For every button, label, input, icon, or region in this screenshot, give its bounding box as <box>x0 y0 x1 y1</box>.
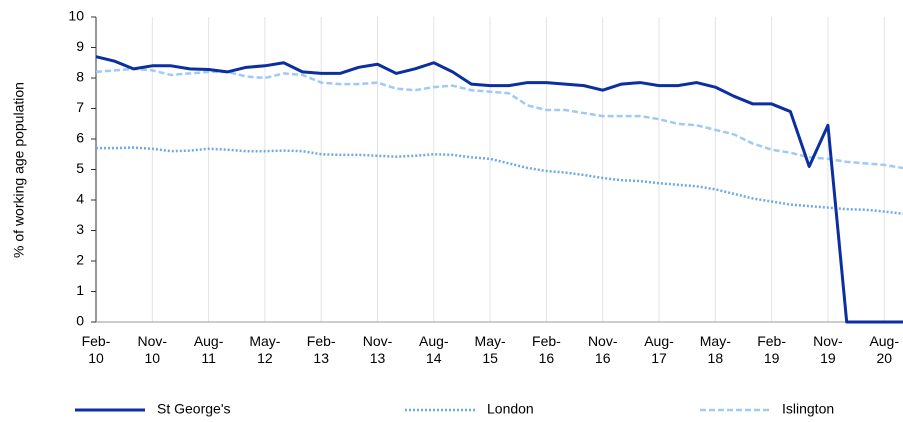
x-tick-label: Aug-17 <box>644 333 674 366</box>
y-tick-label: 0 <box>76 313 84 329</box>
x-tick-label: Aug-11 <box>194 333 224 366</box>
x-tick-label: Feb-19 <box>757 333 786 366</box>
x-tick-label: May-18 <box>700 333 731 366</box>
x-tick-label: May-15 <box>475 333 506 366</box>
x-tick-label: Feb-13 <box>307 333 336 366</box>
y-tick-label: 4 <box>76 191 84 207</box>
series-line <box>96 146 903 215</box>
legend-label: London <box>487 401 534 417</box>
legend-label: St George's <box>157 401 231 417</box>
series-line <box>95 55 903 324</box>
y-axis-label: % of working age population <box>11 82 27 258</box>
x-tick-label: Feb-10 <box>82 333 111 366</box>
x-tick-label: Nov-10 <box>138 333 168 366</box>
x-tick-label: Nov-19 <box>813 333 843 366</box>
y-tick-label: 8 <box>76 69 84 85</box>
y-tick-label: 3 <box>76 221 84 237</box>
x-tick-label: Aug-20 <box>869 333 899 366</box>
y-tick-label: 5 <box>76 160 84 176</box>
y-tick-label: 2 <box>76 252 84 268</box>
x-tick-label: Feb-16 <box>532 333 561 366</box>
y-tick-label: 6 <box>76 130 84 146</box>
x-tick-label: Aug-14 <box>419 333 449 366</box>
x-tick-label: Nov-16 <box>588 333 618 366</box>
y-tick-label: 9 <box>76 38 84 54</box>
y-tick-label: 10 <box>68 8 84 24</box>
series-line <box>95 67 903 170</box>
x-tick-label: May-12 <box>249 333 280 366</box>
y-tick-label: 7 <box>76 99 84 115</box>
x-tick-label: Nov-13 <box>363 333 393 366</box>
legend-label: Islington <box>782 401 834 417</box>
y-tick-label: 1 <box>76 282 84 298</box>
